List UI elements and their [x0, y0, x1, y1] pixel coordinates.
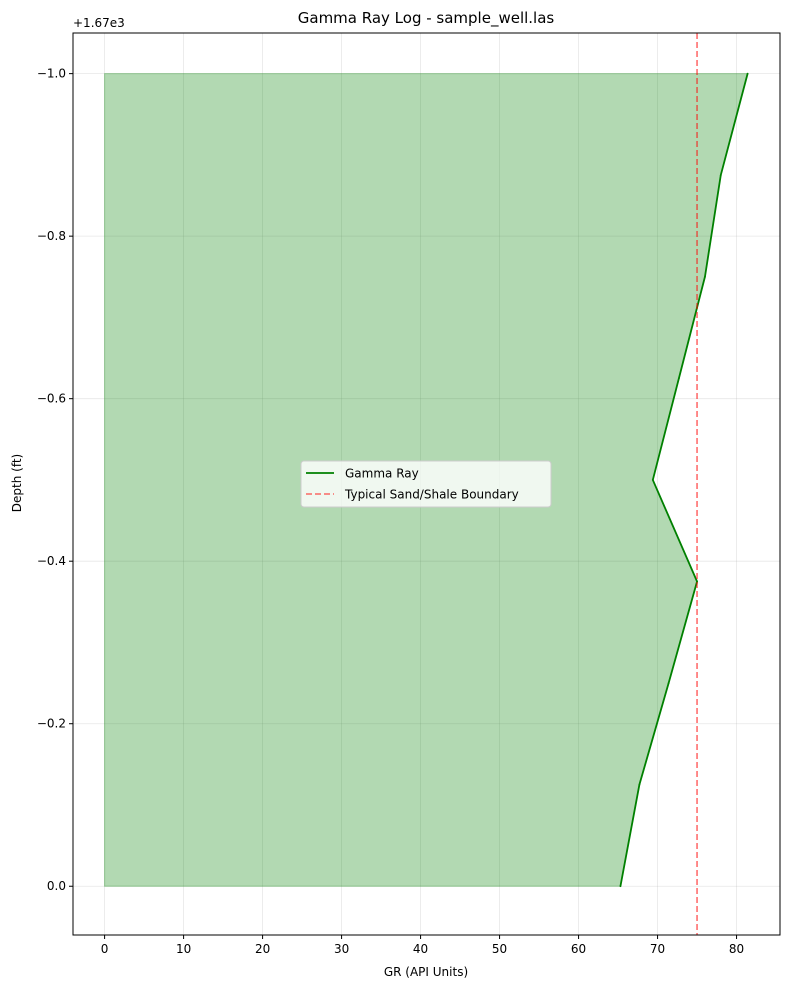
legend-gamma-ray-label: Gamma Ray [345, 467, 419, 481]
y-tick-label: 0.0 [47, 879, 66, 893]
gamma-ray-point [696, 580, 698, 583]
gamma-ray-point [651, 479, 654, 481]
gamma-ray-point [638, 783, 641, 786]
legend-boundary-label: Typical Sand/Shale Boundary [344, 488, 519, 502]
gamma-ray-point [667, 682, 670, 684]
y-axis-label: Depth (ft) [10, 454, 24, 512]
x-tick-label: 70 [650, 942, 665, 956]
y-tick-label: −0.8 [37, 229, 66, 243]
gamma-ray-point [746, 72, 749, 75]
x-axis-label: GR (API Units) [384, 965, 468, 979]
x-tick-label: 30 [334, 942, 349, 956]
gamma-ray-points [619, 72, 749, 888]
x-tick-label: 40 [413, 942, 428, 956]
gamma-ray-point [704, 275, 706, 278]
y-axis-offset-text: +1.67e3 [73, 16, 125, 30]
legend-box [300, 460, 552, 508]
gamma-ray-point [677, 377, 680, 380]
grid-lines [73, 33, 780, 935]
y-tick-label: −0.6 [37, 392, 66, 406]
x-tick-label: 80 [729, 942, 744, 956]
x-tick-label: 50 [492, 942, 507, 956]
gamma-ray-point [719, 174, 722, 177]
axes-frame [72, 32, 781, 936]
legend: Gamma Ray Typical Sand/Shale Boundary [300, 460, 552, 508]
y-tick-label: −1.0 [37, 67, 66, 81]
x-tick-label: 0 [101, 942, 109, 956]
y-tick-label: −0.4 [37, 554, 66, 568]
x-tick-label: 10 [176, 942, 191, 956]
gamma-ray-point [619, 885, 622, 888]
x-tick-label: 20 [255, 942, 270, 956]
chart-title: Gamma Ray Log - sample_well.las [298, 9, 555, 28]
x-tick-label: 60 [571, 942, 586, 956]
y-tick-label: −0.2 [37, 717, 66, 731]
